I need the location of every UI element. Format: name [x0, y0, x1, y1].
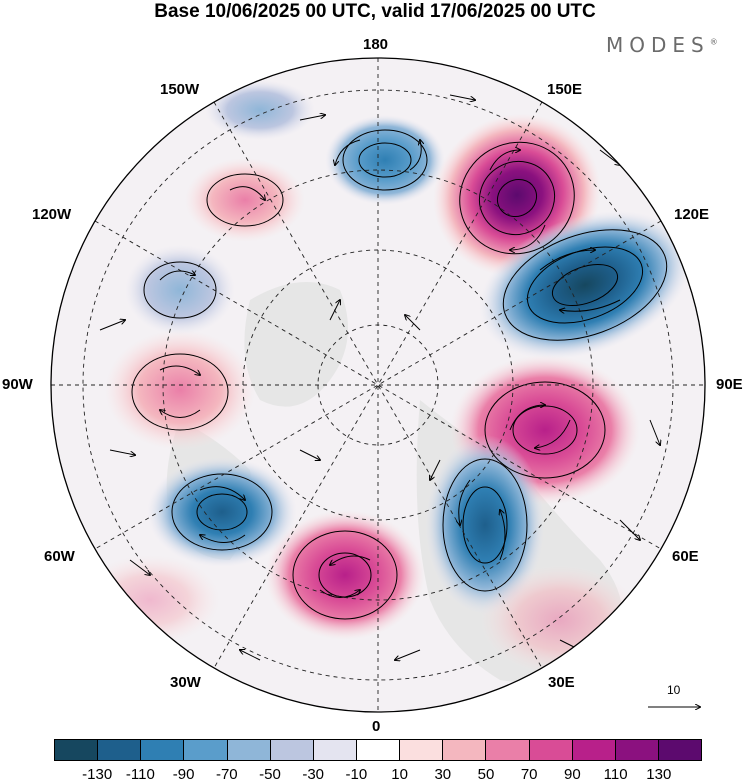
colorbar-swatch: [98, 740, 142, 760]
colorbar-tick-label: 110: [603, 766, 628, 783]
colorbar-swatch: [615, 740, 659, 760]
colorbar-tick-label: 70: [520, 766, 538, 783]
colorbar-swatch: [443, 740, 487, 760]
colorbar-tick-label: 50: [477, 766, 495, 783]
lon-label-90w: 90W: [2, 376, 33, 393]
colorbar-swatch: [356, 740, 401, 760]
colorbar-tick-label: 130: [646, 766, 672, 783]
colorbar-tick-label: -50: [259, 766, 281, 783]
colorbar-tick-label: -10: [345, 766, 368, 783]
lon-label-150e: 150E: [547, 81, 583, 98]
colorbar-swatch: [227, 740, 271, 760]
colorbar-tick-label: -90: [172, 766, 195, 783]
lon-label-0: 0: [372, 718, 381, 735]
colorbar-tick-label: -30: [302, 766, 325, 783]
colorbar-swatch: [270, 740, 314, 760]
lon-label-60e: 60E: [672, 548, 699, 565]
colorbar-tick-label: -110: [125, 766, 155, 783]
colorbar-tick-label: 30: [434, 766, 452, 783]
lon-label-30w: 30W: [170, 674, 201, 691]
lon-label-30e: 30E: [548, 674, 575, 691]
lon-label-120w: 120W: [32, 206, 72, 223]
colorbar-tick-label: 90: [564, 766, 581, 783]
colorbar-tick-label: 10: [391, 766, 408, 783]
brand-logo: MODES®: [606, 33, 718, 57]
colorbar-tick-label: -70: [215, 766, 238, 783]
colorbar-swatch: [529, 740, 573, 760]
colorbar-swatch: [658, 740, 702, 760]
lon-label-120e: 120E: [674, 206, 710, 223]
lon-label-180: 180: [363, 36, 389, 53]
lon-label-60w: 60W: [44, 548, 75, 565]
colorbar: [54, 739, 702, 761]
colorbar-swatch: [400, 740, 444, 760]
colorbar-swatch: [486, 740, 530, 760]
colorbar-swatch: [141, 740, 185, 760]
colorbar-swatch: [313, 740, 357, 760]
colorbar-swatch: [55, 740, 99, 760]
colorbar-tick-label: -130: [82, 766, 113, 783]
colorbar-swatch: [572, 740, 616, 760]
reference-vector-label: 10: [667, 683, 681, 697]
lon-label-90e: 90E: [716, 376, 743, 393]
colorbar-swatch: [184, 740, 228, 760]
lon-label-150w: 150W: [160, 81, 200, 98]
map-title: Base 10/06/2025 00 UTC, valid 17/06/2025…: [154, 1, 596, 22]
